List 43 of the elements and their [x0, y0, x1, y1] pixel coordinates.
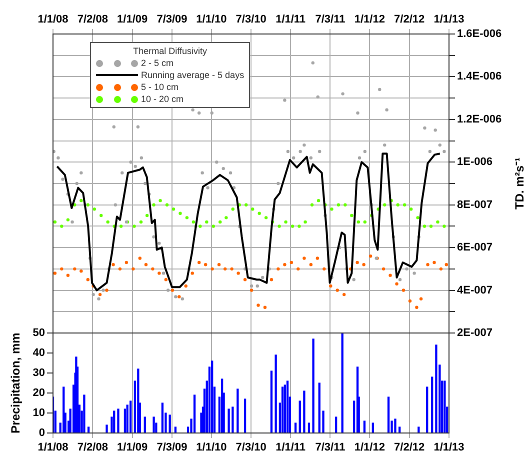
- x-tick-label: 1/1/08: [38, 13, 68, 26]
- y-tick-label: 30: [32, 367, 45, 380]
- x-tick-label: 1/1/10: [196, 442, 227, 454]
- y-tick-label: 6E-007: [457, 242, 492, 254]
- x-tick-label: 1/1/09: [117, 13, 148, 26]
- y-tick-label: 1.4E-006: [457, 70, 502, 83]
- y-tick-label: 20: [32, 387, 45, 400]
- x-tick-label: 1/1/08: [38, 442, 68, 454]
- x-tick-label: 1/1/10: [196, 13, 227, 26]
- x-tick-label: 7/3/11: [315, 13, 346, 26]
- legend-label: 10 - 20 cm: [141, 93, 184, 105]
- legend-label: 2 - 5 cm: [141, 57, 174, 69]
- x-tick-label: 1/1/12: [354, 442, 385, 454]
- y-tick-label: 2E-007: [457, 327, 492, 340]
- y-axis-title: TD. m²s⁻¹: [512, 157, 526, 210]
- y-tick-label: 1E-006: [457, 156, 492, 168]
- y-tick-label: 1.6E-006: [457, 28, 502, 40]
- x-tick-label: 7/2/12: [394, 13, 425, 26]
- legend-title: Thermal Diffusivity: [132, 45, 208, 57]
- y-tick-label: 10: [32, 407, 45, 420]
- x-tick-label: 7/2/12: [394, 442, 425, 454]
- x-tick-label: 7/3/09: [156, 13, 188, 26]
- x-tick-label: 7/2/08: [77, 442, 108, 454]
- y-tick-label: 1.2E-006: [457, 113, 502, 126]
- x-tick-label: 1/1/12: [354, 13, 385, 26]
- legend-label: Running average - 5 days: [141, 69, 244, 81]
- y-tick-label: 40: [32, 347, 45, 360]
- legend-label: 5 - 10 cm: [141, 81, 179, 93]
- x-tick-label: 1/1/13: [434, 13, 464, 26]
- y-tick-label: 0: [38, 427, 45, 440]
- y-axis-title: Precipitation, mm: [8, 332, 23, 434]
- x-tick-label: 1/1/11: [276, 442, 306, 454]
- y-tick-label: 50: [32, 327, 45, 340]
- x-tick-label: 7/3/10: [236, 13, 266, 26]
- y-tick-label: 4E-007: [457, 284, 492, 296]
- x-tick-label: 7/3/10: [236, 442, 266, 454]
- x-tick-label: 1/1/11: [276, 13, 306, 26]
- x-tick-label: 7/3/09: [156, 442, 188, 454]
- x-tick-label: 7/3/11: [315, 442, 346, 454]
- x-tick-label: 7/2/08: [77, 13, 108, 26]
- y-tick-label: 8E-007: [457, 198, 492, 211]
- x-tick-label: 1/1/13: [434, 442, 464, 454]
- x-tick-label: 1/1/09: [117, 442, 148, 454]
